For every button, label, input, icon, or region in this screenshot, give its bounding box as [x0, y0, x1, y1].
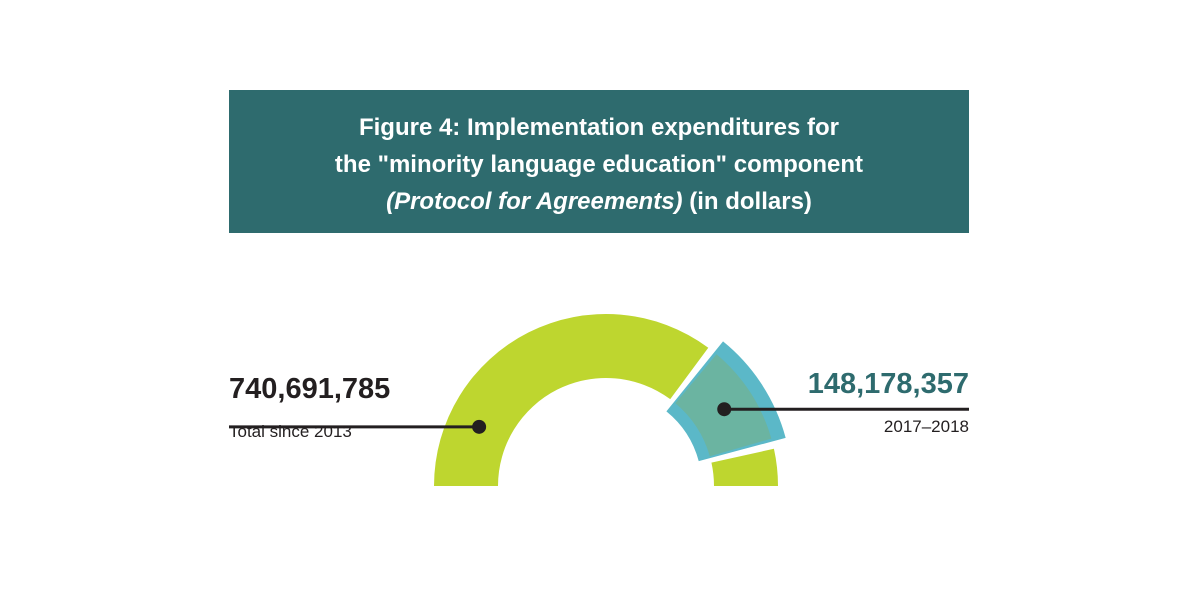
- total-arc: [434, 314, 709, 486]
- period-marker-dot: [717, 402, 732, 417]
- figure-title: Figure 4: Implementation expenditures fo…: [229, 90, 969, 233]
- title-line-3-rest: (in dollars): [682, 188, 812, 215]
- title-line-1: Figure 4: Implementation expenditures fo…: [358, 114, 840, 141]
- title-line-3-italic: (Protocol for Agreements): [386, 188, 683, 215]
- total-arc-tail: [711, 448, 778, 486]
- total-marker-dot: [472, 419, 487, 434]
- period-value: 148,178,357: [807, 368, 969, 400]
- title-line-2: the "minority language education" compon…: [334, 151, 864, 178]
- total-label: Total since 2013: [229, 422, 352, 441]
- title-line-3: (Protocol for Agreements) (in dollars): [229, 183, 969, 220]
- period-label: 2017–2018: [883, 417, 969, 436]
- total-value: 740,691,785: [229, 373, 391, 405]
